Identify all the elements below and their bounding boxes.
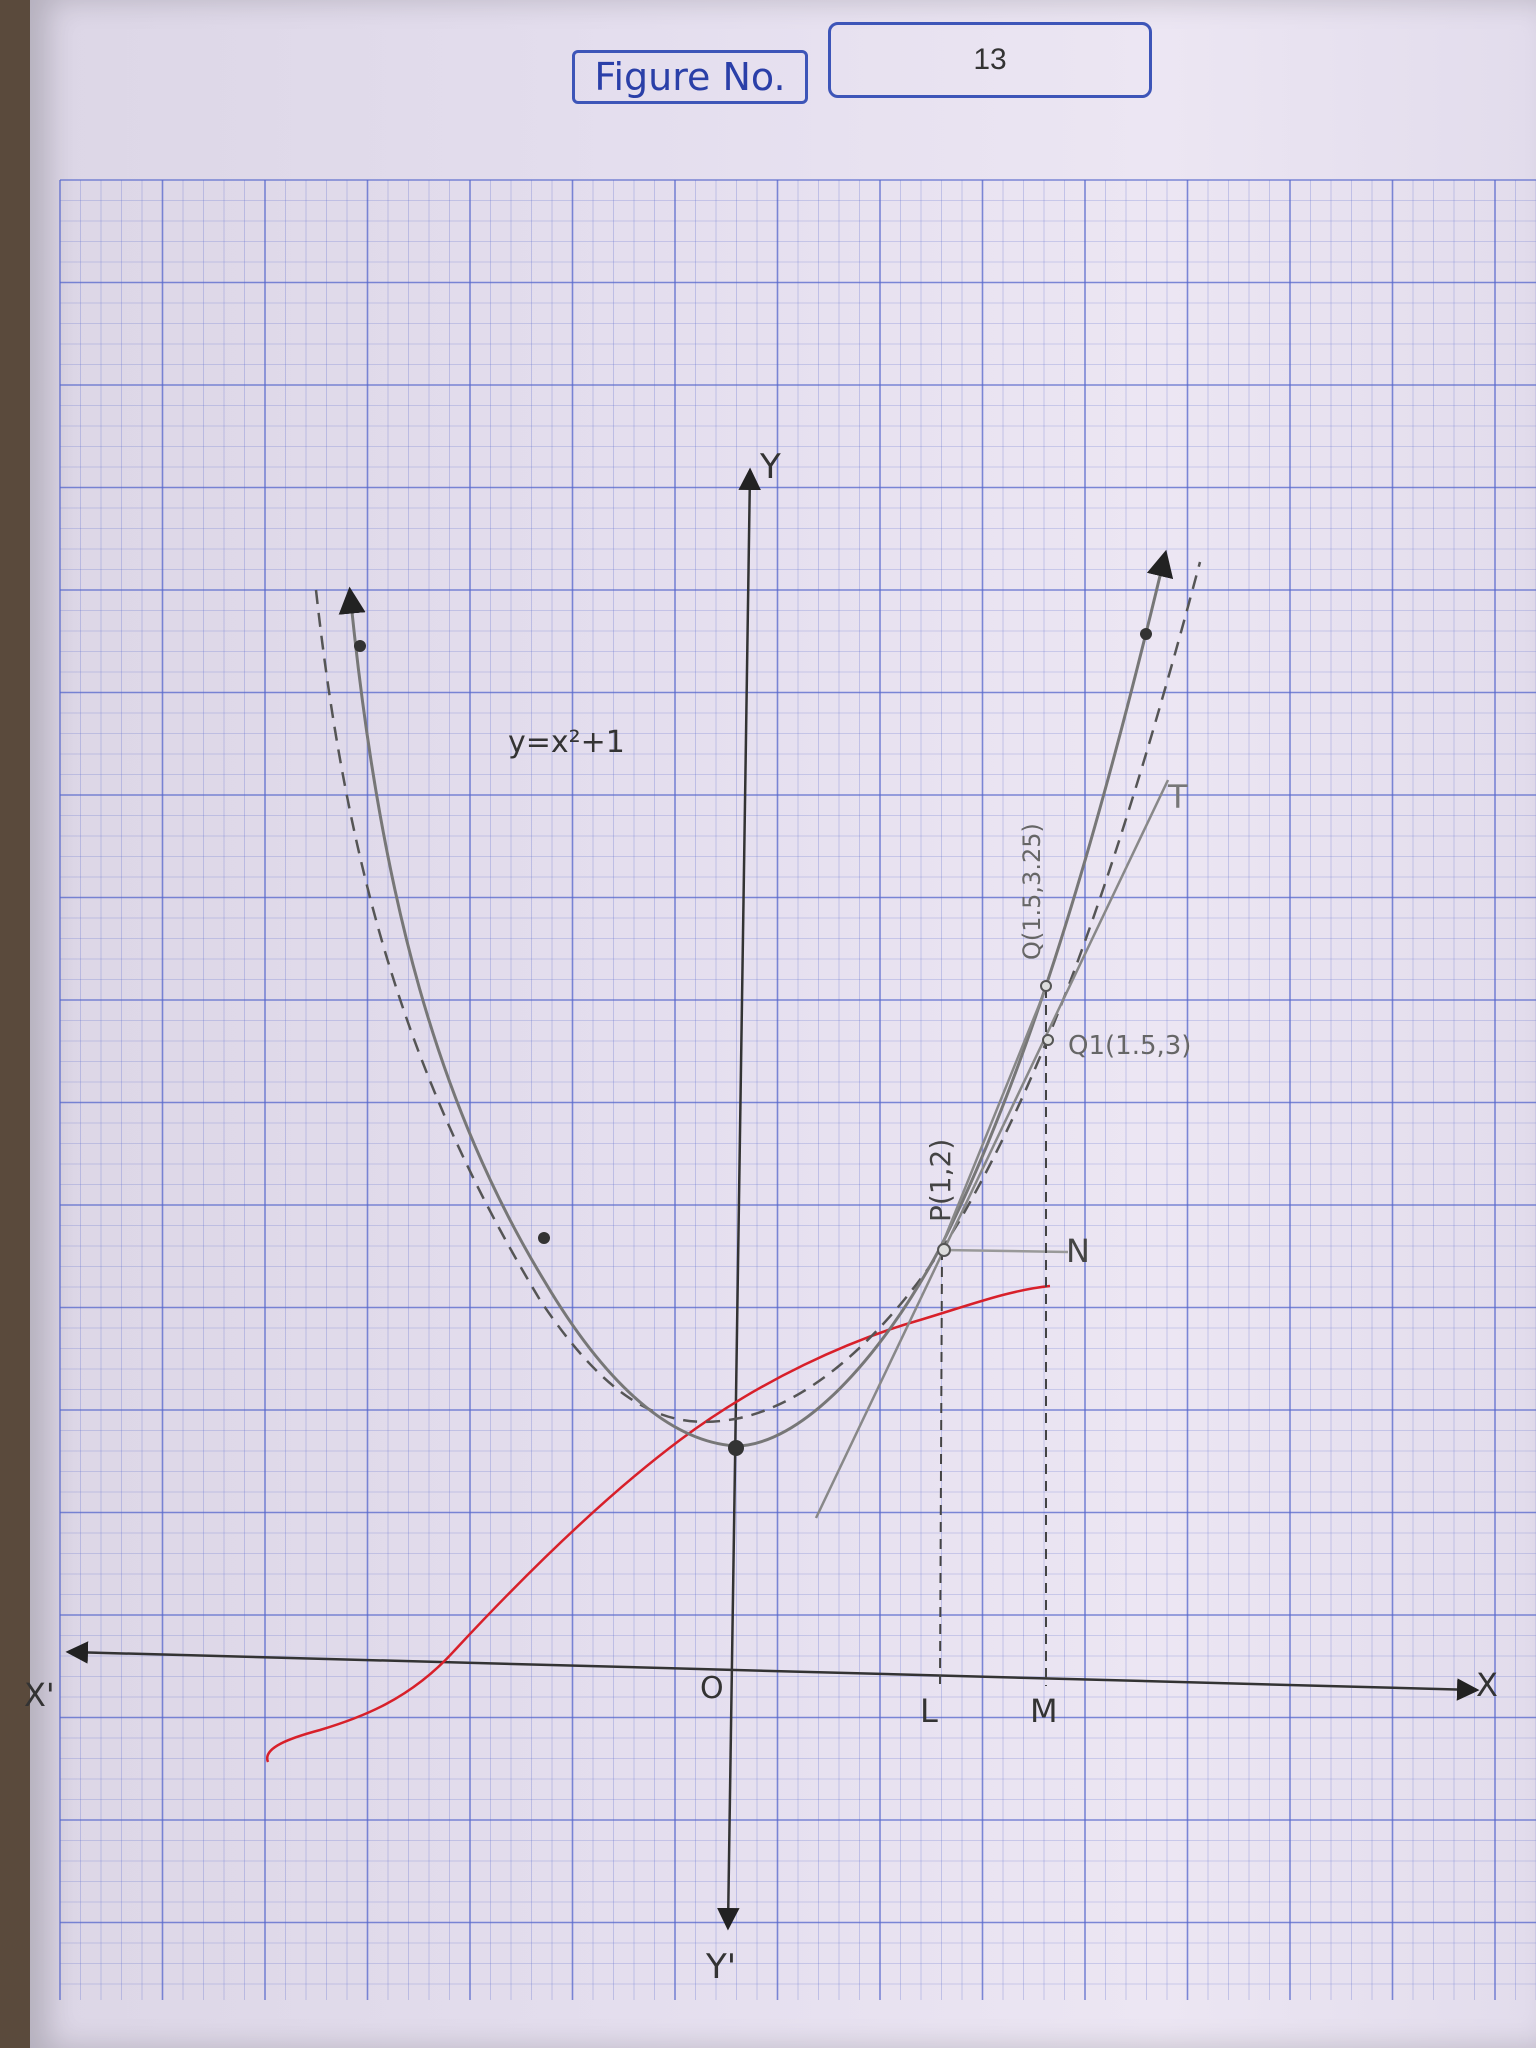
x-neg-axis-label: X' xyxy=(24,1676,55,1714)
figure-label: Figure No. xyxy=(594,55,786,99)
point-m-label: M xyxy=(1030,1692,1058,1730)
segment-pn xyxy=(943,1248,1069,1254)
tangent-line-pt xyxy=(814,779,1170,1519)
figure-number: 13 xyxy=(973,43,1007,76)
origin-label: O xyxy=(700,1671,724,1706)
point-q xyxy=(1040,980,1052,992)
point-p xyxy=(937,1243,951,1257)
point-q-label: Q(1.5,3.25) xyxy=(1018,823,1046,960)
point-p-label: P(1,2) xyxy=(924,1139,957,1222)
plot-point-right-top xyxy=(1140,628,1152,640)
graph-paper-page xyxy=(30,0,1536,2048)
dashed-parabola xyxy=(314,561,1202,1424)
plot-point-left-mid xyxy=(538,1232,550,1244)
point-l-label: L xyxy=(920,1692,938,1730)
y-axis xyxy=(717,467,761,1931)
figure-label-box: Figure No. xyxy=(572,50,808,104)
point-q1-label: Q1(1.5,3) xyxy=(1068,1031,1191,1061)
figure-number-box: 13 xyxy=(828,22,1152,98)
dashed-line-pl xyxy=(939,1249,943,1685)
secant-line-pq xyxy=(938,987,1048,1251)
plot-point-vertex xyxy=(728,1440,744,1456)
point-t-label: T xyxy=(1167,778,1188,816)
equation-label: y=x²+1 xyxy=(508,725,625,760)
y-axis-label: Y xyxy=(759,447,781,487)
x-axis-label: X xyxy=(1476,1666,1498,1704)
point-n-label: N xyxy=(1066,1232,1090,1270)
plot-point-left-top xyxy=(354,640,366,652)
grid xyxy=(59,179,1536,2000)
red-curve xyxy=(265,1284,1051,1763)
y-neg-axis-label: Y' xyxy=(705,1947,736,1987)
x-axis xyxy=(65,1641,1480,1701)
point-q1 xyxy=(1042,1034,1054,1046)
